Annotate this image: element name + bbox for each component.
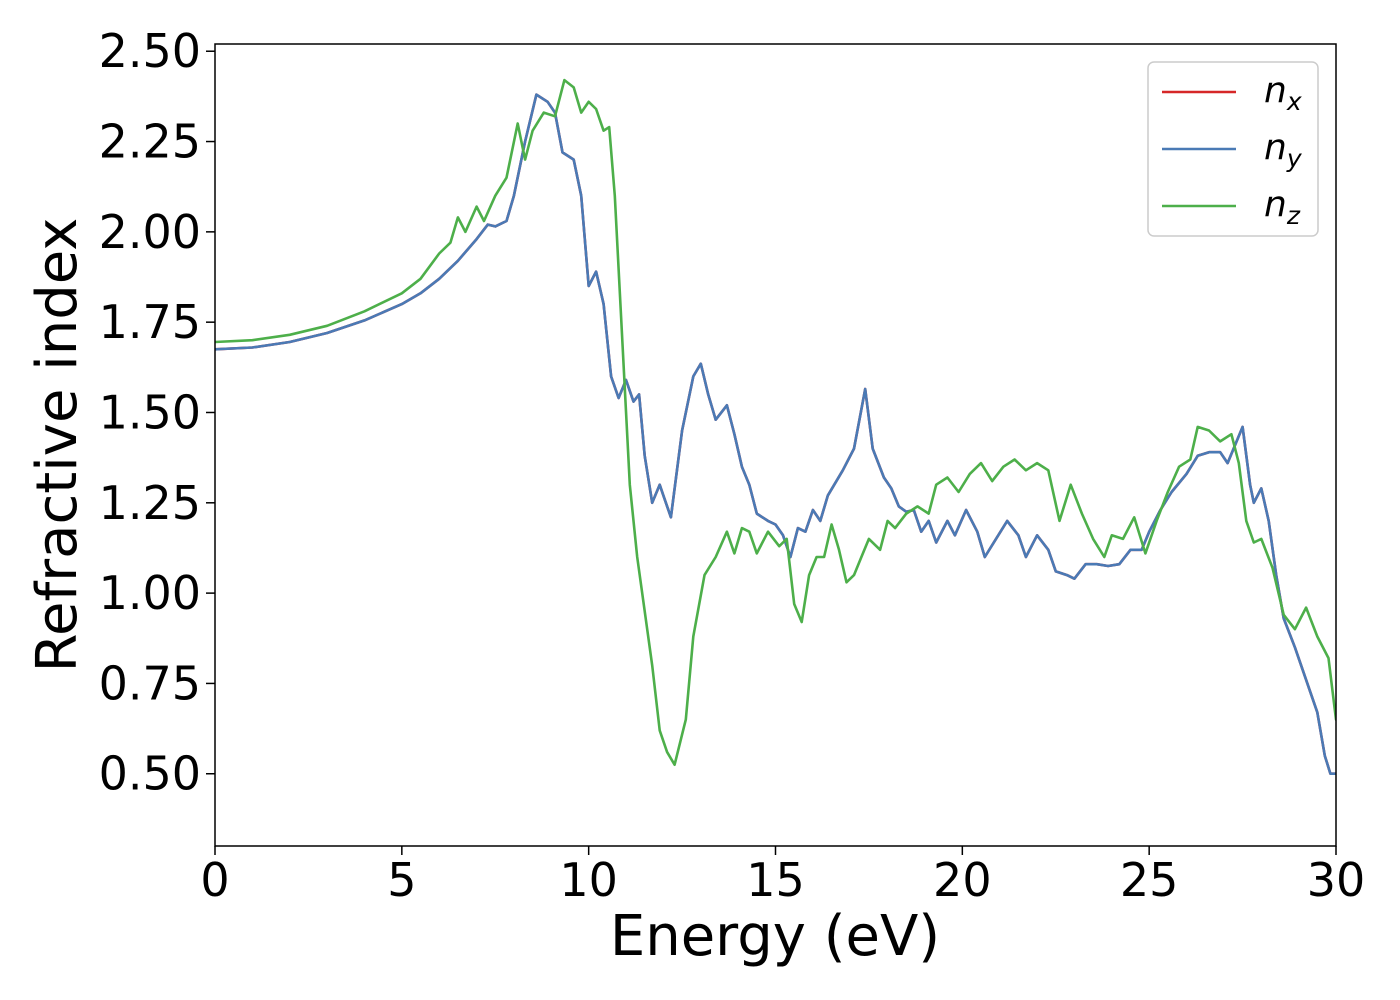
y-tick-label: 1.75: [99, 295, 201, 349]
x-tick-label: 30: [1307, 853, 1366, 907]
y-tick-label: 0.75: [99, 656, 201, 710]
x-tick-label: 25: [1120, 853, 1179, 907]
x-tick-label: 0: [200, 853, 229, 907]
y-tick-label: 1.50: [99, 385, 201, 439]
y-tick-label: 1.25: [99, 476, 201, 530]
y-tick-label: 2.25: [99, 115, 201, 169]
x-tick-label: 5: [387, 853, 416, 907]
series-line-nz: [215, 78, 1336, 766]
x-axis: 0 5 10 15 20 25 30: [200, 846, 1365, 907]
y-axis-title: Refractive index: [25, 218, 90, 673]
y-tick-label: 2.50: [99, 24, 201, 78]
y-axis: 0.50 0.75 1.00 1.25 1.50 1.75 2.00 2.25 2.50: [99, 24, 215, 801]
series-line-ny: [215, 93, 1336, 775]
y-tick-label: 1.00: [99, 566, 201, 620]
x-axis-title: Energy (eV): [610, 904, 940, 969]
y-tick-label: 0.50: [99, 747, 201, 801]
x-tick-label: 15: [746, 853, 805, 907]
series-layer: [215, 78, 1336, 775]
x-tick-label: 20: [933, 853, 992, 907]
y-tick-label: 2.00: [99, 205, 201, 259]
x-tick-label: 10: [559, 853, 618, 907]
